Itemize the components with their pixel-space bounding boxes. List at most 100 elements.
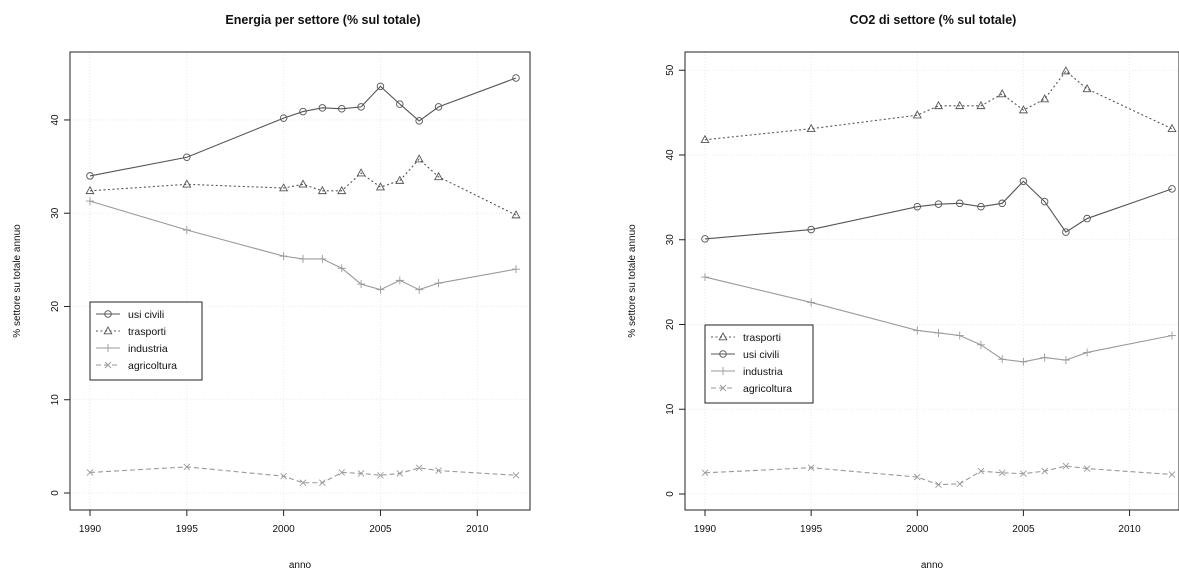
y-axis-label: % settore su totale annuo xyxy=(627,224,638,338)
data-point xyxy=(183,153,191,162)
legend-label: usi civili xyxy=(743,349,779,361)
data-point xyxy=(955,199,964,208)
y-tick-label: 40 xyxy=(50,114,61,126)
y-tick-label: 40 xyxy=(665,149,676,161)
data-point xyxy=(807,464,815,472)
legend-marker xyxy=(718,332,728,341)
legend-label: industria xyxy=(743,366,783,378)
x-tick-label: 2010 xyxy=(1118,524,1141,535)
data-point xyxy=(1040,94,1050,103)
legend-marker xyxy=(104,344,112,352)
series-line xyxy=(89,200,517,291)
y-tick-label: 30 xyxy=(665,234,676,246)
x-tick-label: 1990 xyxy=(694,524,717,535)
series-trasporti xyxy=(700,66,1177,143)
x-tick-label: 2000 xyxy=(273,524,296,535)
data-point xyxy=(299,479,307,487)
legend-label: trasporti xyxy=(743,332,781,344)
data-point xyxy=(807,225,815,234)
data-point xyxy=(1040,197,1049,206)
data-point xyxy=(1061,66,1071,75)
y-tick-label: 0 xyxy=(665,491,676,497)
data-point xyxy=(299,107,307,116)
data-point xyxy=(1082,83,1092,93)
data-point xyxy=(913,202,922,211)
legend-item: trasporti xyxy=(711,332,781,344)
data-point xyxy=(415,464,423,472)
data-point xyxy=(319,479,326,487)
chart-1: Energia per settore (% sul totale) 1990 19… xyxy=(12,13,531,571)
data-point xyxy=(1040,353,1049,362)
data-point xyxy=(376,82,385,91)
series-industria xyxy=(86,197,520,294)
chart-title: CO2 di settore (% sul totale) xyxy=(850,13,1017,27)
y-tick-label: 20 xyxy=(50,300,61,312)
series-usi-civili xyxy=(701,177,1176,243)
data-point xyxy=(1018,105,1028,114)
legend-item: industria xyxy=(96,343,168,355)
data-point xyxy=(85,185,95,195)
data-point xyxy=(701,469,709,477)
legend-marker xyxy=(719,350,727,358)
data-point xyxy=(279,183,289,192)
x-tick-label: 2000 xyxy=(906,524,929,535)
data-point xyxy=(913,473,921,481)
data-point xyxy=(934,200,943,208)
data-point xyxy=(1061,356,1070,365)
y-tick-label: 30 xyxy=(50,207,61,219)
data-point xyxy=(317,185,327,195)
data-point xyxy=(998,469,1006,477)
data-point xyxy=(1168,185,1176,193)
data-point xyxy=(357,280,366,289)
data-point xyxy=(356,168,366,177)
data-point xyxy=(807,298,816,307)
legend-label: usi civili xyxy=(128,309,164,321)
data-point xyxy=(997,89,1007,98)
data-point xyxy=(86,469,94,476)
x-tick-label: 2005 xyxy=(369,524,392,535)
data-point xyxy=(86,172,94,180)
data-point xyxy=(338,469,346,476)
data-point xyxy=(1168,471,1176,478)
plot-frame xyxy=(69,51,531,511)
data-point xyxy=(433,171,444,181)
series-line xyxy=(89,466,517,484)
data-point xyxy=(337,105,346,113)
data-point xyxy=(512,74,520,82)
legend-item: usi civili xyxy=(711,349,779,361)
data-point xyxy=(377,471,384,479)
series-line xyxy=(89,77,517,177)
data-point xyxy=(435,467,442,474)
data-point xyxy=(318,104,327,112)
data-point xyxy=(1062,462,1070,470)
data-point xyxy=(279,252,288,261)
data-point xyxy=(395,175,405,184)
data-point xyxy=(998,355,1007,364)
data-point xyxy=(977,467,985,475)
legend: trasporti usi civili industria agricoltura xyxy=(704,324,814,404)
series-trasporti xyxy=(85,154,521,219)
data-point xyxy=(1167,123,1177,132)
data-point xyxy=(415,285,424,294)
legend-label: industria xyxy=(128,343,168,355)
series-agricoltura xyxy=(86,463,520,487)
legend-box xyxy=(89,301,203,381)
data-point xyxy=(279,114,288,122)
data-point xyxy=(183,463,191,471)
data-point xyxy=(415,117,423,125)
legend-item: agricoltura xyxy=(711,383,792,395)
series-usi-civili xyxy=(86,74,520,180)
data-point xyxy=(1041,467,1048,475)
series-industria xyxy=(701,273,1176,366)
data-point xyxy=(1020,470,1027,477)
y-axis-label: % settore su totale annuo xyxy=(12,224,23,338)
data-point xyxy=(955,100,965,110)
data-point xyxy=(86,197,94,206)
data-point xyxy=(511,210,521,219)
data-point xyxy=(976,100,986,110)
data-point xyxy=(376,285,385,294)
data-point xyxy=(1083,465,1091,472)
data-point xyxy=(701,235,709,243)
